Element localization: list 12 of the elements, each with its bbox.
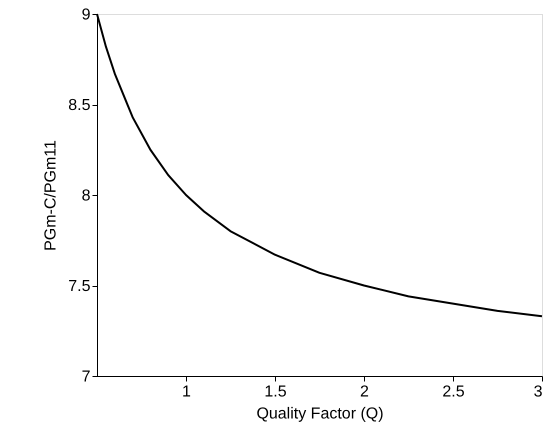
x-tick-label: 1.5 xyxy=(264,384,287,400)
y-tick-label: 7.5 xyxy=(68,278,91,295)
y-tick-label: 8 xyxy=(82,188,91,204)
y-tick-label: 9 xyxy=(82,6,91,24)
y-axis-title: PGm-C/PGm11 xyxy=(42,140,60,251)
y-tick-label: 8.5 xyxy=(68,97,91,114)
x-tick-label: 2 xyxy=(360,384,370,400)
x-tick-label: 2.5 xyxy=(442,384,465,400)
x-tick-label: 3 xyxy=(534,384,543,400)
x-axis-title: Quality Factor (Q) xyxy=(256,406,384,422)
x-tick-label: 1 xyxy=(182,384,192,400)
y-tick-label: 7 xyxy=(82,368,91,386)
